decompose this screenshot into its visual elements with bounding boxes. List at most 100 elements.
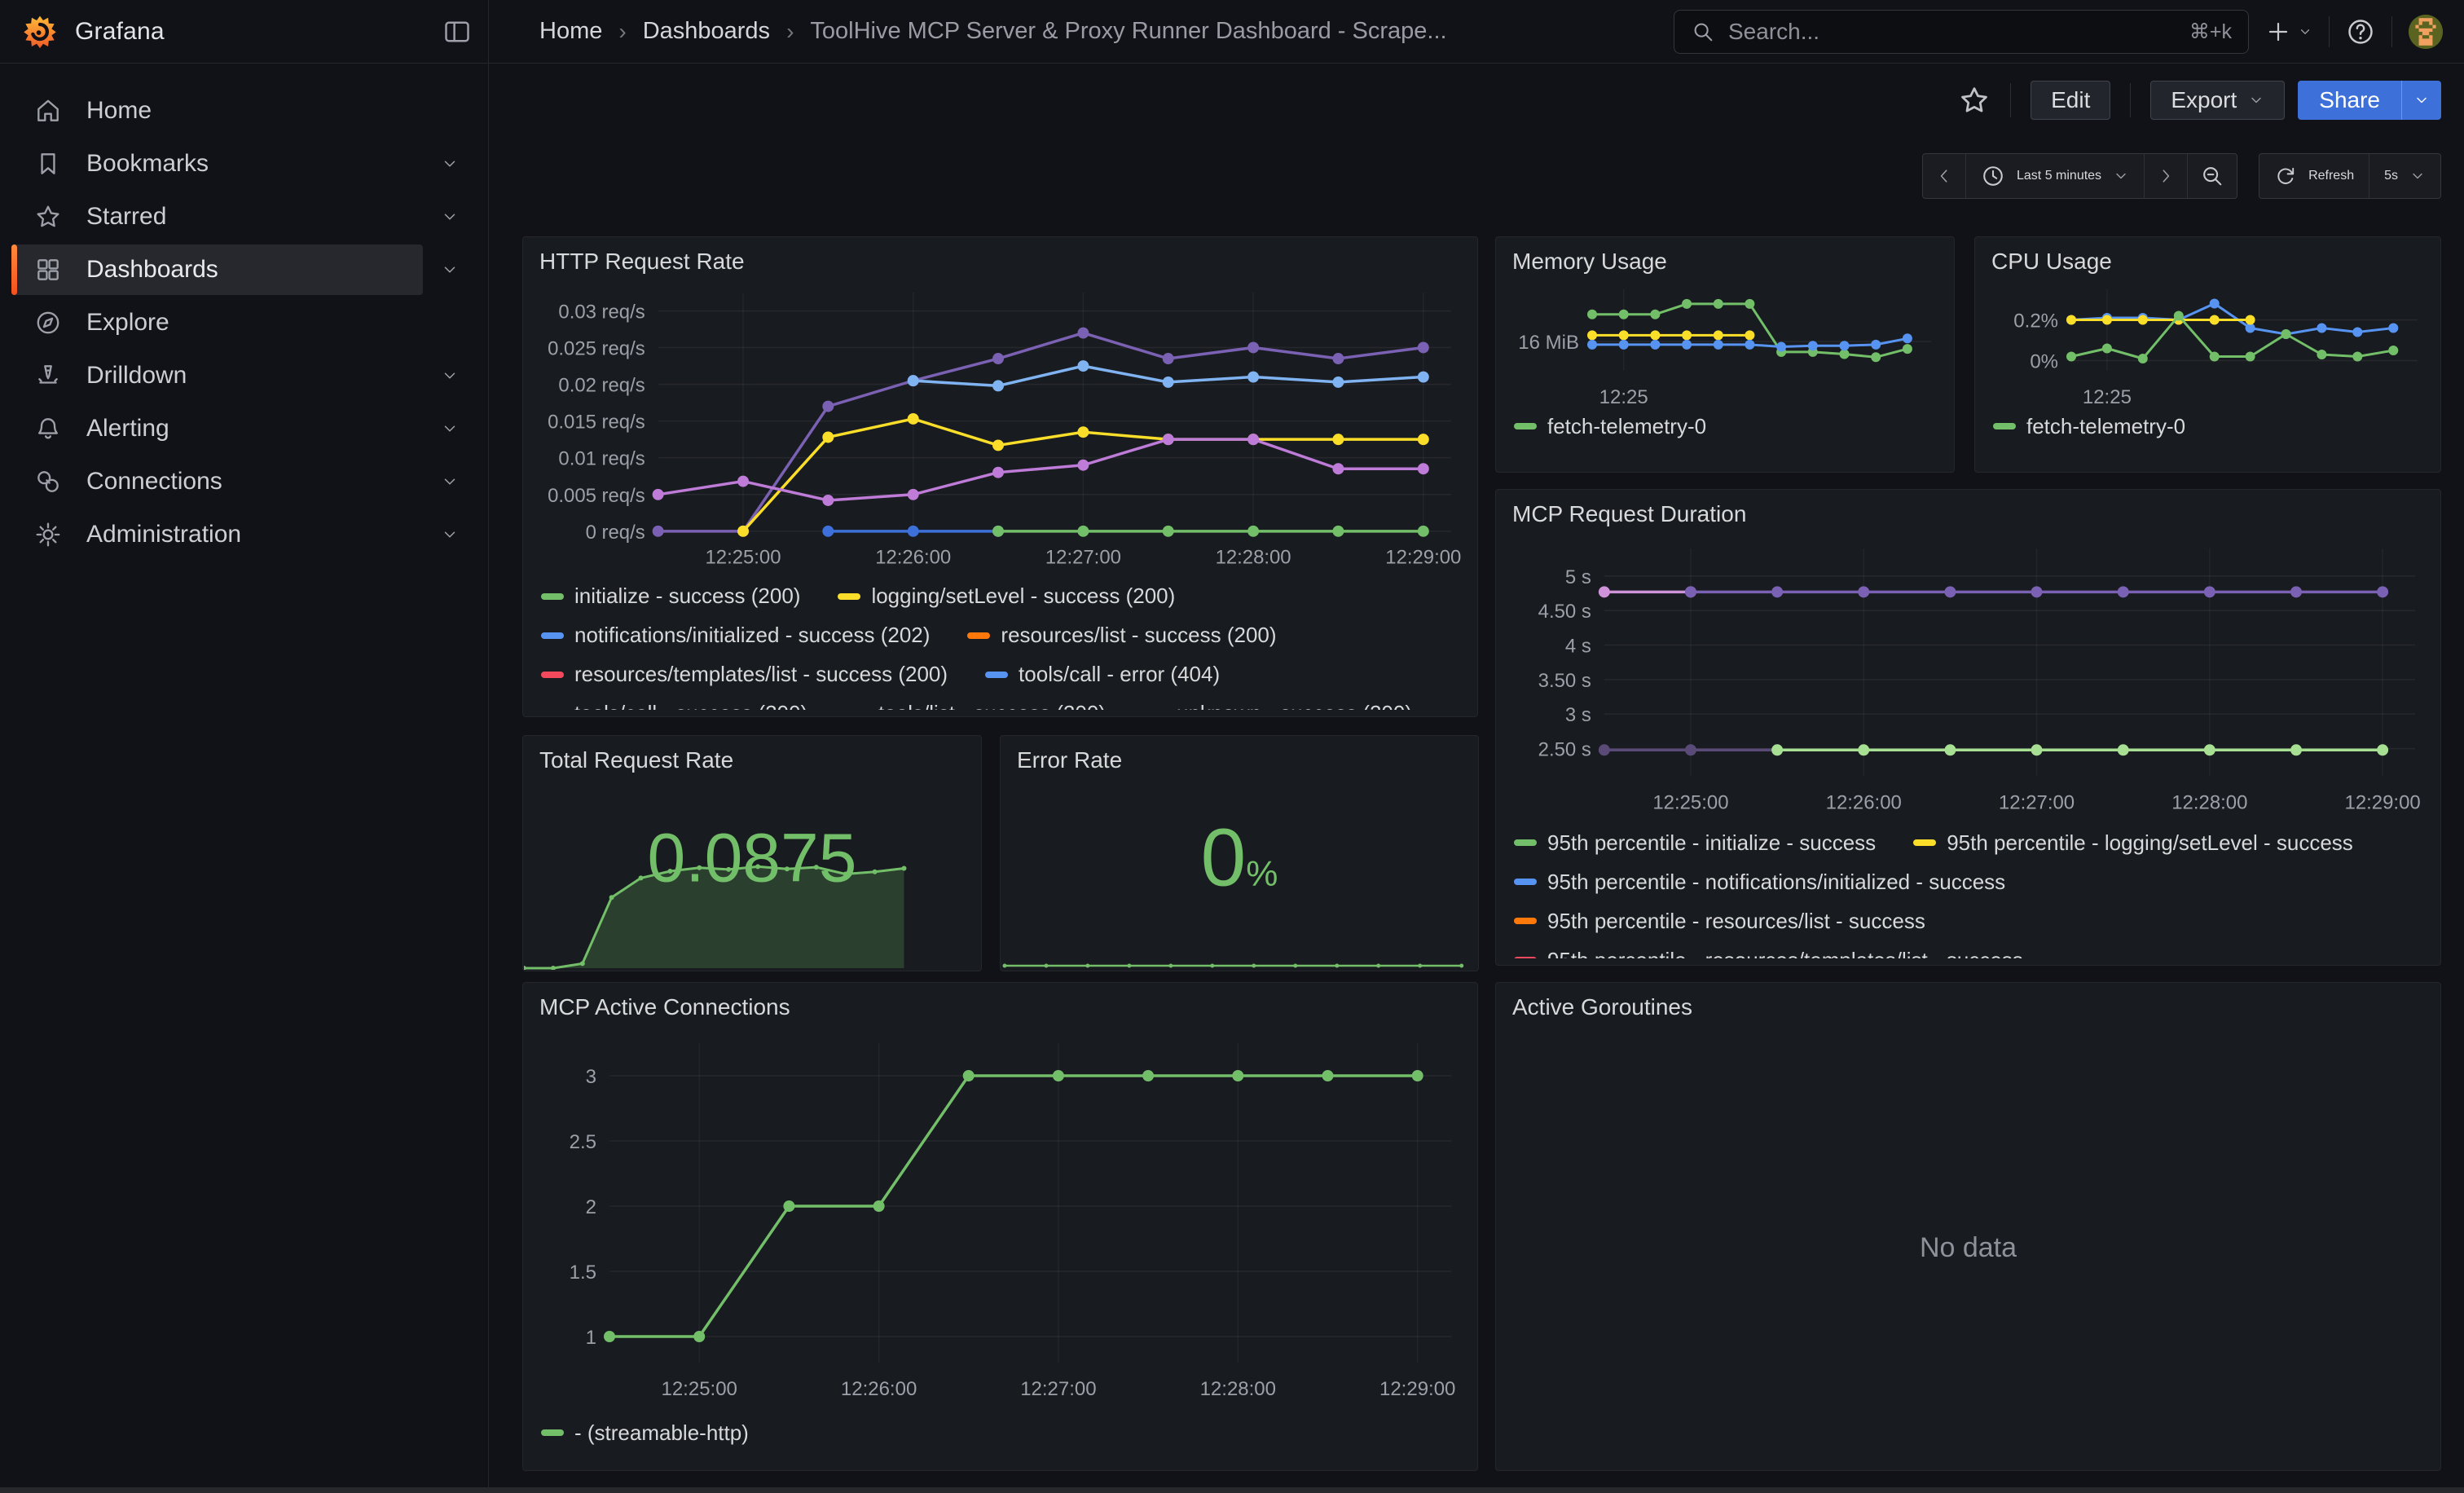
memory-legend: fetch-telemetry-0: [1514, 407, 1926, 457]
panel-title[interactable]: Total Request Rate: [539, 747, 734, 773]
sidebar-item-label: Home: [86, 97, 152, 124]
legend-label: tools/call - error (404): [1019, 662, 1221, 687]
panel-active-goroutines: Active Goroutines No data: [1495, 982, 2441, 1471]
panel-title[interactable]: MCP Active Connections: [539, 994, 790, 1020]
main-content: Edit Export Share: [489, 64, 2464, 1492]
legend-row: tools/call - success (200) tools/list - …: [541, 694, 1456, 710]
chevron-down-icon[interactable]: [423, 420, 477, 438]
legend-label: 95th percentile - initialize - success: [1547, 830, 1877, 855]
sidebar-item-alerting[interactable]: Alerting: [11, 403, 423, 454]
legend-item[interactable]: resources/list - success (200): [967, 623, 1277, 648]
chevron-down-icon: [2413, 92, 2430, 108]
legend-color-chip: [541, 1429, 564, 1436]
svg-text:0.02 req/s: 0.02 req/s: [558, 375, 645, 397]
chevron-down-icon: [2409, 168, 2426, 184]
export-button[interactable]: Export: [2150, 81, 2286, 120]
svg-text:3 s: 3 s: [1565, 704, 1591, 726]
legend-item[interactable]: tools/list - success (200): [845, 701, 1106, 710]
breadcrumb: Home › Dashboards › ToolHive MCP Server …: [539, 18, 1674, 45]
sidebar-item-dashboards[interactable]: Dashboards: [11, 244, 423, 295]
legend-item[interactable]: fetch-telemetry-0: [1993, 414, 2185, 439]
legend-item[interactable]: 95th percentile - logging/setLevel - suc…: [1913, 830, 2353, 856]
sidebar-item-label: Explore: [86, 309, 169, 336]
legend-row: resources/templates/list - success (200)…: [541, 655, 1456, 694]
sidebar-item-starred[interactable]: Starred: [11, 192, 423, 242]
legend-item[interactable]: unknown - success (200): [1143, 701, 1412, 710]
sidebar-item-home[interactable]: Home: [11, 86, 423, 136]
legend-item[interactable]: 95th percentile - initialize - success: [1514, 830, 1876, 856]
chevron-down-icon: [2298, 24, 2312, 39]
sidebar-item-explore[interactable]: Explore: [11, 297, 423, 348]
breadcrumb-home[interactable]: Home: [539, 18, 603, 44]
search-shortcut: ⌘+k: [2189, 20, 2232, 43]
chevron-down-icon[interactable]: [423, 367, 477, 385]
add-button[interactable]: [2265, 19, 2312, 45]
panel-title[interactable]: MCP Request Duration: [1512, 501, 1747, 526]
time-range-picker[interactable]: Last 5 minutes: [1965, 154, 2144, 198]
chevron-down-icon[interactable]: [423, 261, 477, 279]
sidebar-toggle-icon[interactable]: [442, 17, 472, 46]
divider: [2010, 83, 2012, 117]
avatar[interactable]: [2409, 14, 2443, 49]
sidebar-item-drilldown[interactable]: Drilldown: [11, 350, 423, 401]
legend-item[interactable]: notifications/initialized - success (202…: [541, 623, 930, 648]
grafana-logo[interactable]: [21, 13, 59, 51]
legend-item[interactable]: tools/call - error (404): [985, 662, 1220, 687]
chevron-down-icon[interactable]: [423, 155, 477, 173]
legend-item[interactable]: logging/setLevel - success (200): [838, 584, 1175, 609]
legend-item[interactable]: 95th percentile - notifications/initiali…: [1514, 870, 2005, 895]
legend-label: fetch-telemetry-0: [1547, 413, 1707, 438]
help-button[interactable]: [2346, 17, 2375, 46]
panel-title[interactable]: Error Rate: [1017, 747, 1123, 773]
legend-item[interactable]: 95th percentile - resources/templates/li…: [1514, 948, 2023, 958]
svg-text:12:25:00: 12:25:00: [1652, 791, 1728, 813]
legend-item[interactable]: tools/call - success (200): [541, 701, 807, 710]
breadcrumb-dashboards[interactable]: Dashboards: [642, 18, 771, 44]
divider: [2329, 15, 2330, 47]
legend-color-chip: [985, 671, 1009, 678]
chevron-left-icon: [1935, 167, 1953, 185]
panel-title[interactable]: Memory Usage: [1512, 249, 1667, 274]
panel-title[interactable]: Active Goroutines: [1512, 994, 1692, 1020]
sidebar-item-connections[interactable]: Connections: [11, 456, 423, 507]
bell-icon: [34, 415, 62, 443]
legend-row: 95th percentile - resources/templates/li…: [1514, 940, 2419, 958]
edit-button[interactable]: Edit: [2031, 81, 2111, 120]
legend-item[interactable]: 95th percentile - resources/list - succe…: [1514, 909, 1925, 934]
search-input[interactable]: Search... ⌘+k: [1674, 9, 2249, 54]
chevron-right-icon: [2157, 167, 2175, 185]
svg-text:1: 1: [586, 1327, 596, 1349]
panel-title[interactable]: CPU Usage: [1991, 249, 2112, 274]
sidebar-item-administration[interactable]: Administration: [11, 509, 423, 560]
time-shift-back-button[interactable]: [1923, 154, 1965, 198]
share-menu-button[interactable]: [2401, 81, 2441, 120]
star-icon[interactable]: [1958, 84, 1991, 117]
chevron-down-icon[interactable]: [423, 208, 477, 226]
legend-item[interactable]: resources/templates/list - success (200): [541, 662, 948, 687]
legend-item[interactable]: initialize - success (200): [541, 584, 800, 609]
panel-memory-usage: Memory Usage 16 MiB 12:25 fetch-telemetry…: [1495, 236, 1955, 473]
svg-text:0.03 req/s: 0.03 req/s: [558, 301, 645, 323]
chevron-down-icon[interactable]: [423, 473, 477, 491]
dashboards-icon: [34, 256, 62, 284]
sidebar-item-label: Starred: [86, 203, 167, 230]
legend-item[interactable]: fetch-telemetry-0: [1514, 414, 1706, 439]
legend-label: tools/call - success (200): [574, 701, 807, 710]
refresh-interval-picker[interactable]: 5s: [2369, 154, 2440, 198]
chevron-down-icon[interactable]: [423, 526, 477, 544]
sidebar-item-bookmarks[interactable]: Bookmarks: [11, 139, 423, 189]
share-split-button: Share: [2298, 81, 2441, 120]
time-shift-forward-button[interactable]: [2144, 154, 2187, 198]
refresh-button[interactable]: Refresh: [2259, 154, 2369, 198]
sidebar-item-label: Administration: [86, 521, 242, 548]
legend-label: logging/setLevel - success (200): [871, 584, 1176, 609]
legend-item[interactable]: - (streamable-http): [541, 1420, 749, 1446]
zoom-out-button[interactable]: [2187, 154, 2237, 198]
svg-text:12:29:00: 12:29:00: [1379, 1378, 1455, 1400]
panel-title[interactable]: HTTP Request Rate: [539, 249, 745, 274]
legend-color-chip: [1514, 879, 1537, 886]
share-button[interactable]: Share: [2298, 81, 2401, 120]
divider: [2391, 15, 2392, 47]
dashboard-grid: HTTP Request Rate 0 req/s 0.005 req/s 0.01…: [489, 199, 2464, 1492]
legend-label: unknown - success (200): [1177, 701, 1412, 710]
